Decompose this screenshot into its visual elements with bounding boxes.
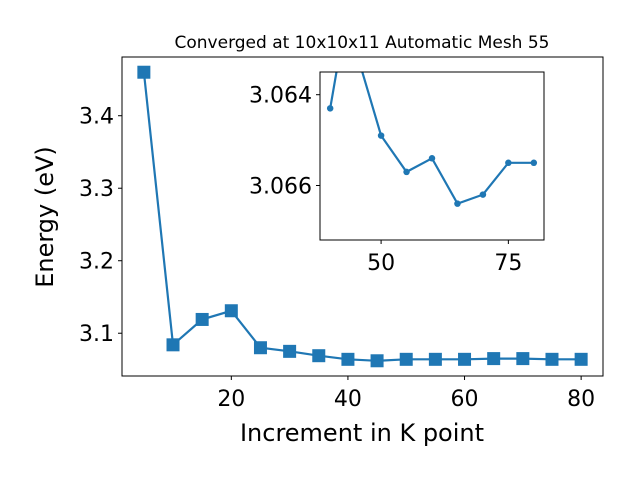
inset-plot: 50 75 3.064 3.066	[249, 71, 545, 276]
main-data-point	[253, 341, 267, 355]
inset-plot-frame	[319, 71, 545, 241]
inset-y-tick-label: 3.066	[249, 175, 312, 200]
inset-data-point	[505, 159, 512, 167]
inset-data-point	[377, 132, 385, 139]
main-data-point	[487, 352, 501, 366]
main-data-point	[341, 352, 355, 366]
main-data-point	[516, 352, 530, 366]
main-data-point	[428, 352, 442, 366]
inset-data-point	[428, 155, 436, 162]
main-plot-frame	[121, 56, 604, 377]
main-data-point	[399, 352, 413, 366]
main-y-tick-label: 3.4	[79, 105, 114, 130]
main-x-tick-label: 20	[217, 387, 245, 412]
main-data-point	[224, 304, 238, 318]
main-y-tick-label: 3.3	[79, 177, 114, 202]
main-x-tick-label: 80	[567, 387, 595, 412]
inset-data-point	[479, 191, 487, 198]
main-data-point	[370, 354, 384, 368]
main-x-tick-label: 60	[451, 387, 479, 412]
inset-y-tick-label: 3.064	[249, 84, 312, 109]
inset-series-line	[329, 72, 534, 206]
main-data-point	[312, 349, 326, 363]
main-data-point	[195, 312, 209, 326]
main-data-point	[166, 338, 180, 352]
main-data-point	[283, 344, 297, 358]
main-data-point	[574, 352, 588, 366]
y-axis-label: Energy (eV)	[31, 146, 59, 288]
chart-title: Converged at 10x10x11 Automatic Mesh 55	[175, 33, 550, 53]
inset-data-point	[454, 200, 461, 207]
inset-x-tick-label: 75	[494, 251, 522, 276]
main-data-point	[137, 65, 151, 79]
inset-data-point	[530, 159, 538, 167]
x-axis-label: Increment in K point	[240, 419, 484, 447]
inset-x-tick-label: 50	[367, 251, 395, 276]
inset-data-point	[403, 168, 410, 176]
main-y-tick-label: 3.2	[79, 250, 114, 275]
main-x-tick-label: 40	[334, 387, 362, 412]
main-y-tick-label: 3.1	[79, 322, 114, 347]
main-series-line	[142, 72, 582, 362]
main-plot: 20 40 60 80 3.1 3.2 3.3 3.4 Increment in K poin…	[31, 56, 604, 447]
inset-data-point	[326, 105, 334, 112]
main-data-point	[458, 352, 472, 366]
main-data-point	[545, 352, 559, 366]
